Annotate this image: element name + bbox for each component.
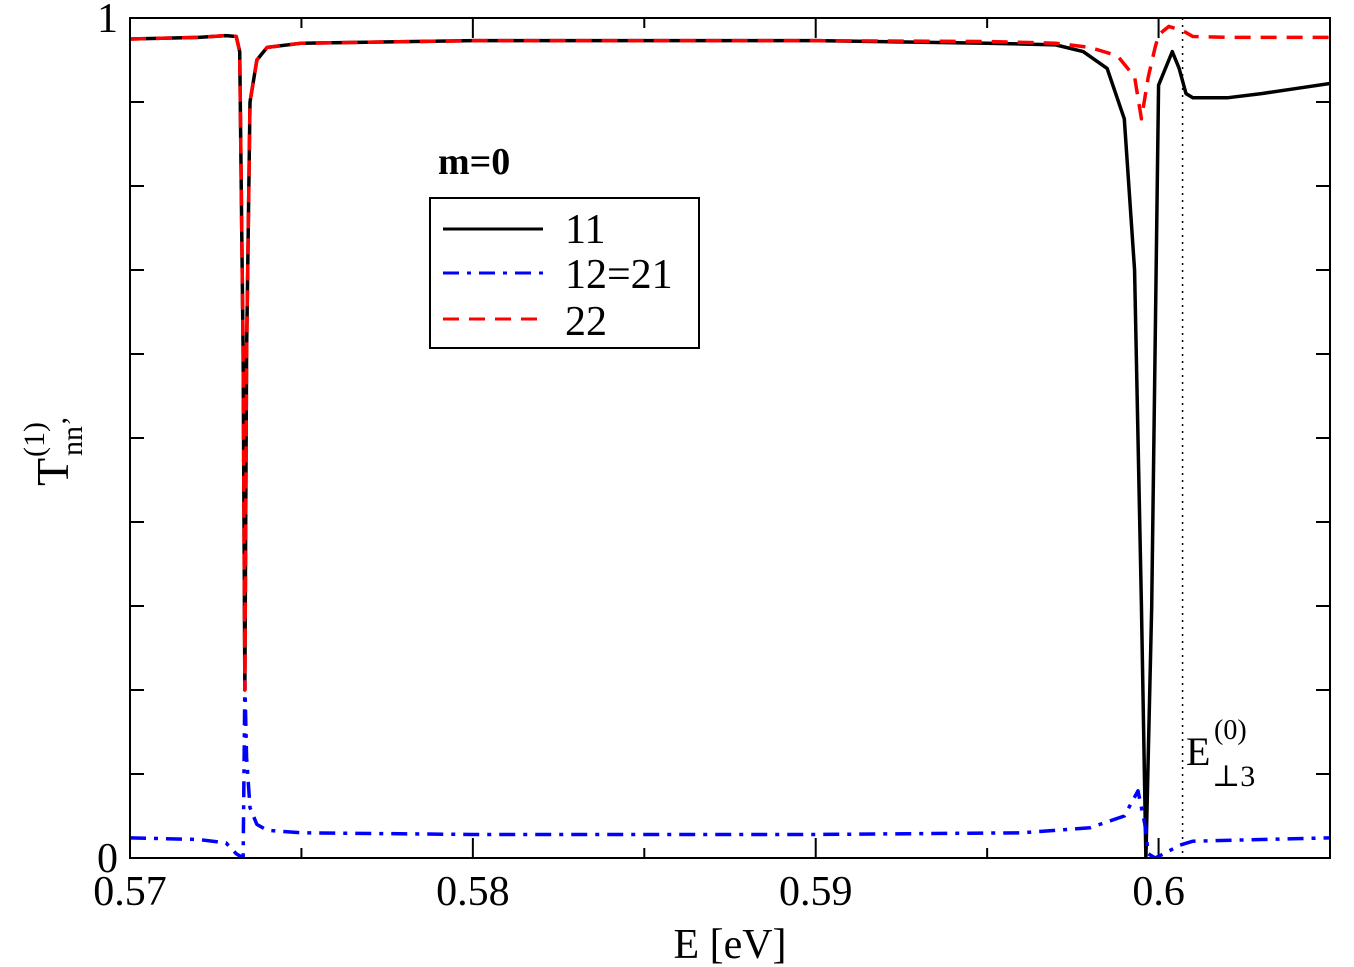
y-tick-label: 1	[97, 0, 118, 42]
plot-frame	[129, 17, 1331, 859]
annotation-label: E (0) ⊥3	[1186, 715, 1255, 793]
series-line-22	[130, 24, 1330, 692]
x-tick-label: 0.57	[93, 869, 167, 915]
y-tick-label: 0	[97, 836, 118, 882]
annotation-base: E	[1186, 729, 1210, 774]
legend-box	[429, 197, 700, 349]
x-tick-label: 0.6	[1132, 869, 1185, 915]
y-axis-label: T (1) nn’	[18, 416, 89, 486]
legend-label-22: 22	[565, 299, 607, 345]
series-layer	[130, 24, 1330, 858]
legend-title: m=0	[438, 141, 510, 183]
legend-label-12-21: 12=21	[565, 252, 673, 298]
x-tick-label: 0.59	[779, 869, 853, 915]
annotation-sup: (0)	[1214, 715, 1247, 746]
y-axis-label-base: T	[27, 458, 78, 486]
y-axis-label-sup: (1)	[18, 422, 51, 457]
annotation-sub: ⊥3	[1212, 760, 1255, 793]
x-axis-label: E [eV]	[673, 922, 786, 967]
legend-label-11: 11	[565, 207, 605, 253]
x-tick-label: 0.58	[436, 869, 510, 915]
plot-background	[130, 18, 1330, 858]
y-axis-label-sub: nn’	[56, 416, 89, 456]
legend: 11 12=21 22	[429, 197, 700, 349]
tick-labels: 0.57 0.58 0.59 0.6 0 1	[93, 0, 1185, 915]
